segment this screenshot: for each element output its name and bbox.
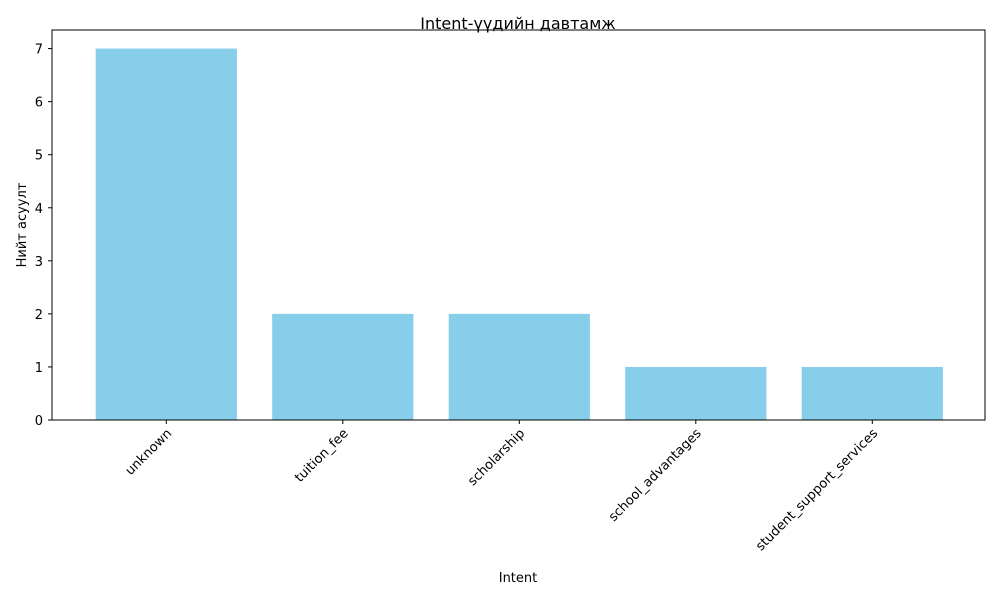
x-tick-label: student_support_services [753,426,881,554]
y-tick-label: 4 [35,202,43,217]
bar-student-support-services [801,366,943,420]
x-tick-label: scholarship [465,426,528,489]
bar-tuition-fee [272,313,414,420]
x-axis-ticks: unknown tuition_fee scholarship school_adva… [123,420,881,554]
bar-unknown [95,48,237,420]
chart-title: Intent-үүдийн давтамж [420,14,615,33]
y-axis-ticks: 0 1 2 3 4 5 6 7 [35,43,52,429]
bars-group [95,48,943,420]
y-tick-label: 3 [35,255,43,270]
bar-school-advantages [625,366,767,420]
y-tick-label: 7 [35,43,43,58]
x-axis-label: Intent [499,571,538,586]
x-tick-label: school_advantages [606,426,705,525]
x-tick-label: unknown [123,426,175,478]
y-tick-label: 1 [35,361,43,376]
x-tick-label: tuition_fee [292,426,351,485]
bar-scholarship [448,313,590,420]
plot-frame [51,29,986,421]
y-tick-label: 6 [35,96,43,111]
y-tick-label: 5 [35,149,43,164]
y-tick-label: 0 [35,414,43,429]
y-axis-label: Нийт асуулт [15,182,30,267]
y-tick-label: 2 [35,308,43,323]
